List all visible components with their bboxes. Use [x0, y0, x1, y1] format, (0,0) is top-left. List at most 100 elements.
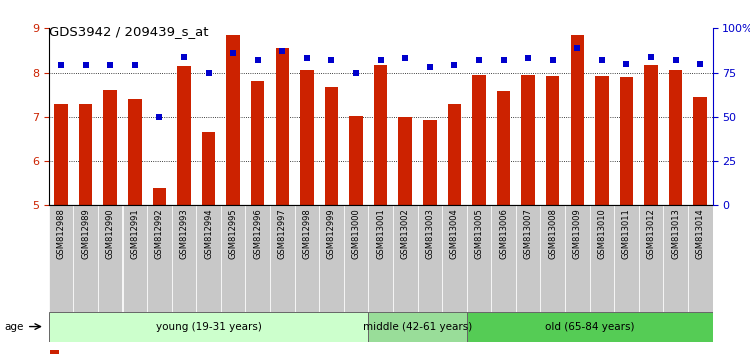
Bar	[368, 205, 393, 312]
Text: GSM813010: GSM813010	[597, 209, 606, 259]
Bar	[152, 188, 166, 205]
Bar	[49, 312, 368, 342]
Bar	[79, 104, 92, 205]
Bar	[466, 312, 712, 342]
Point	[670, 57, 682, 63]
Bar	[98, 205, 122, 312]
Point	[448, 63, 460, 68]
Point	[473, 57, 485, 63]
Text: GSM813014: GSM813014	[696, 209, 705, 259]
Bar	[350, 116, 363, 205]
Text: GSM812989: GSM812989	[81, 209, 90, 259]
Point	[547, 57, 559, 63]
Point	[252, 57, 264, 63]
Bar	[220, 205, 245, 312]
Bar	[614, 205, 639, 312]
Point	[326, 57, 338, 63]
Text: GSM813004: GSM813004	[450, 209, 459, 259]
Text: GSM812995: GSM812995	[229, 209, 238, 259]
Bar	[546, 76, 560, 205]
Bar	[251, 81, 265, 205]
Text: GSM813000: GSM813000	[352, 209, 361, 259]
Point	[620, 61, 632, 67]
Point	[129, 63, 141, 68]
Bar	[590, 205, 614, 312]
Bar	[541, 205, 565, 312]
Bar	[374, 65, 388, 205]
Point	[596, 57, 608, 63]
Text: GSM812997: GSM812997	[278, 209, 286, 259]
Point	[497, 57, 509, 63]
Text: GSM812994: GSM812994	[204, 209, 213, 259]
Text: age: age	[4, 321, 23, 332]
Bar	[620, 77, 633, 205]
Text: GSM812992: GSM812992	[154, 209, 164, 259]
Bar	[128, 99, 142, 205]
Bar	[571, 35, 584, 205]
Text: old (65-84 years): old (65-84 years)	[544, 321, 634, 332]
Bar	[398, 117, 412, 205]
Text: GSM813012: GSM813012	[646, 209, 656, 259]
Text: GSM813013: GSM813013	[671, 209, 680, 259]
Bar	[202, 132, 215, 205]
Text: GSM812996: GSM812996	[254, 209, 262, 259]
Point	[424, 64, 436, 70]
Bar	[325, 87, 338, 205]
Bar	[663, 205, 688, 312]
Text: GSM813003: GSM813003	[425, 209, 434, 259]
Text: GSM812988: GSM812988	[56, 209, 65, 259]
Bar	[320, 205, 344, 312]
Text: GDS3942 / 209439_s_at: GDS3942 / 209439_s_at	[49, 25, 209, 38]
Point	[522, 56, 534, 61]
Bar	[172, 205, 196, 312]
Text: GSM813009: GSM813009	[573, 209, 582, 259]
Bar	[669, 70, 682, 205]
Bar	[639, 205, 663, 312]
Bar	[104, 90, 117, 205]
Point	[301, 56, 313, 61]
Text: middle (42-61 years): middle (42-61 years)	[363, 321, 472, 332]
Text: GSM813011: GSM813011	[622, 209, 631, 259]
Text: GSM812998: GSM812998	[302, 209, 311, 259]
Bar	[226, 35, 240, 205]
Bar	[448, 104, 461, 205]
Bar	[442, 205, 466, 312]
Bar	[644, 65, 658, 205]
Point	[399, 56, 411, 61]
Text: GSM813002: GSM813002	[400, 209, 410, 259]
Bar	[496, 91, 510, 205]
Point	[80, 63, 92, 68]
Bar	[521, 75, 535, 205]
Text: GSM812993: GSM812993	[179, 209, 188, 259]
Bar	[49, 205, 74, 312]
Point	[350, 70, 362, 75]
Point	[374, 57, 387, 63]
Bar	[694, 97, 707, 205]
Text: GSM812990: GSM812990	[106, 209, 115, 259]
Text: GSM813006: GSM813006	[499, 209, 508, 259]
Text: GSM812999: GSM812999	[327, 209, 336, 259]
Bar	[50, 350, 58, 354]
Bar	[423, 120, 436, 205]
Bar	[122, 205, 147, 312]
Point	[276, 48, 288, 54]
Bar	[418, 205, 442, 312]
Point	[694, 61, 706, 67]
Point	[178, 54, 190, 59]
Point	[645, 54, 657, 59]
Bar	[688, 205, 712, 312]
Bar	[275, 48, 289, 205]
Point	[153, 114, 165, 120]
Bar	[595, 76, 609, 205]
Text: GSM813007: GSM813007	[524, 209, 532, 259]
Bar	[491, 205, 516, 312]
Bar	[196, 205, 220, 312]
Text: GSM813008: GSM813008	[548, 209, 557, 259]
Bar	[177, 66, 190, 205]
Bar	[368, 312, 466, 342]
Bar	[565, 205, 590, 312]
Bar	[466, 205, 491, 312]
Bar	[472, 75, 486, 205]
Text: young (19-31 years): young (19-31 years)	[155, 321, 262, 332]
Bar	[270, 205, 295, 312]
